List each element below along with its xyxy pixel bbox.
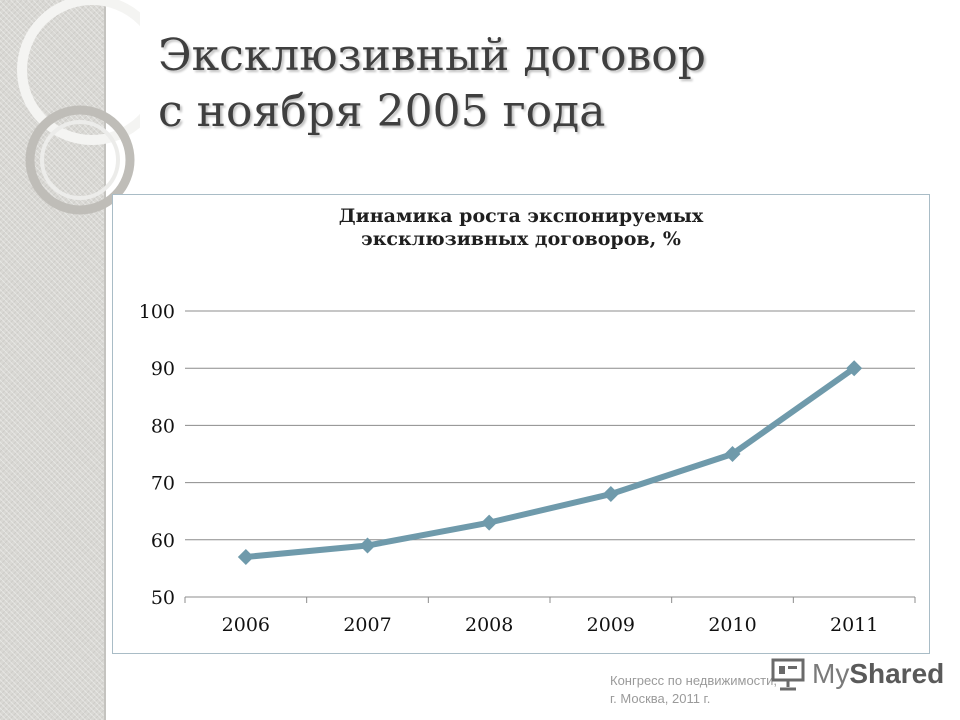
- x-tick-label: 2006: [222, 614, 270, 636]
- data-point-2009: [602, 486, 619, 503]
- data-point-2011: [846, 360, 863, 377]
- y-tick-label: 50: [151, 587, 175, 609]
- chart-title-line-1: Динамика роста экспонируемых: [338, 205, 704, 227]
- deco-ring-dark: [25, 105, 135, 215]
- x-tick-label: 2007: [343, 614, 391, 636]
- y-tick-label: 70: [151, 473, 175, 495]
- projector-screen-icon: [771, 658, 805, 691]
- chart-title: Динамика роста экспонируемых эксклюзивны…: [113, 205, 929, 251]
- data-point-2010: [724, 446, 741, 462]
- y-tick-label: 80: [151, 415, 175, 437]
- data-point-2007: [359, 537, 376, 554]
- y-tick-label: 60: [151, 530, 175, 552]
- slide-title: Эксклюзивный договор с ноября 2005 года: [158, 28, 918, 140]
- series-line: [242, 365, 858, 560]
- data-point-2006: [237, 548, 254, 565]
- footer-line-2: г. Москва, 2011 г.: [610, 691, 711, 706]
- x-tick-label: 2009: [587, 614, 635, 636]
- deco-ring-large: [17, 0, 140, 145]
- x-tick-label: 2008: [465, 614, 513, 636]
- y-tick-label: 100: [139, 301, 175, 323]
- chart-title-line-2: эксклюзивных договоров, %: [361, 228, 681, 250]
- footer-caption: Конгресс по недвижимости, г. Москва, 201…: [610, 672, 777, 708]
- chart-frame: Динамика роста экспонируемых эксклюзивны…: [112, 194, 930, 654]
- myshared-logo: MyShared: [770, 656, 944, 692]
- logo-wordmark: MyShared: [812, 658, 944, 690]
- footer-line-1: Конгресс по недвижимости,: [610, 673, 778, 688]
- x-tick-label: 2010: [708, 614, 756, 636]
- y-tick-label: 90: [151, 358, 175, 380]
- x-tick-label: 2011: [830, 614, 878, 636]
- side-panel-edge: [104, 0, 106, 720]
- slide-title-line-1: Эксклюзивный договор: [158, 30, 706, 81]
- logo-text-shared: Shared: [849, 658, 945, 689]
- line-chart: 50 60 70 80 90 100 2006 2007 2008 2009 2010 2011: [139, 301, 916, 636]
- deco-ring-light: [40, 120, 120, 200]
- logo-text-my: My: [812, 658, 850, 689]
- slide-title-line-2: с ноября 2005 года: [158, 86, 606, 137]
- decorative-rings: [17, 0, 140, 215]
- data-point-2008: [481, 514, 498, 531]
